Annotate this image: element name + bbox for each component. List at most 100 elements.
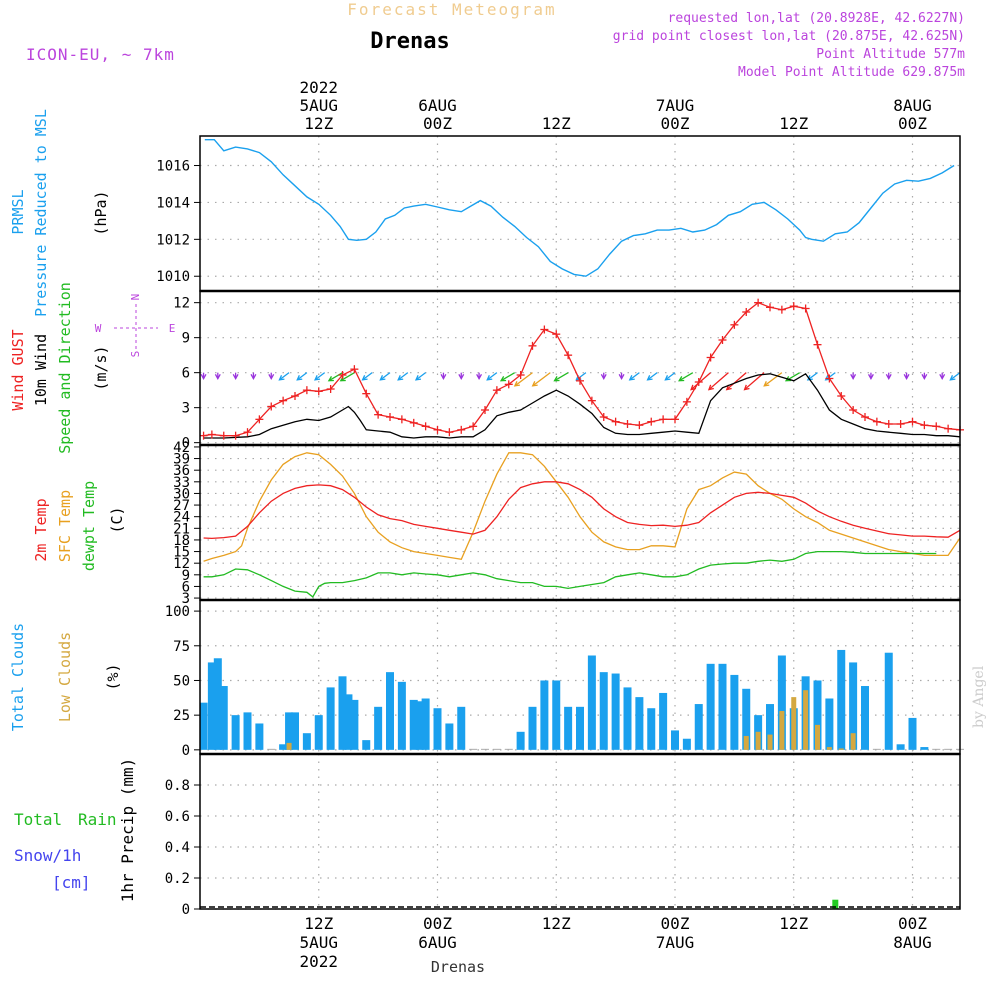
wind-arrow-head (379, 375, 386, 381)
wind-gust-marker (552, 330, 561, 339)
wind-arrow-shaft (647, 372, 658, 381)
wind-gust-marker (528, 341, 537, 350)
low-cloud-bar (815, 724, 820, 750)
wind-arrow (664, 372, 676, 381)
total-cloud-bar (457, 706, 466, 750)
temperature-ytick-label: 12 (173, 556, 190, 572)
wind-gust-marker (219, 431, 228, 440)
temperature-ytick-label: 18 (173, 533, 190, 549)
total-cloud-bar (623, 687, 632, 750)
time-tick-top-label: 8AUG (893, 96, 932, 115)
precip-label-snow: Snow/1h (14, 846, 81, 865)
low-cloud-bar (779, 710, 785, 750)
wind-arrow-head (553, 376, 560, 382)
wind-arrow (678, 372, 694, 382)
wind-arrow-head (327, 376, 334, 382)
clouds-ytick-label: 50 (173, 673, 190, 689)
low-cloud-bar (755, 731, 761, 750)
pressure-unit-label: (hPa) (92, 190, 110, 235)
precip-ytick-label: 0 (182, 902, 190, 918)
wind-gust-marker (599, 413, 608, 421)
wind-gust-marker (255, 415, 264, 424)
wind-arrow-shaft (708, 372, 729, 391)
chart-title: Forecast Meteogram (347, 0, 556, 19)
wind-gust-marker (540, 325, 549, 334)
wind-gust-marker (199, 431, 208, 440)
wind-arrow (513, 372, 533, 387)
precip-label-total: Total (14, 810, 62, 829)
total-cloud-bar (813, 680, 822, 750)
total-cloud-bar (766, 704, 774, 750)
point-altitude: Point Altitude 577m (816, 47, 965, 62)
temperature-ytick-label: 27 (173, 498, 190, 514)
temperature-ytick-label: 21 (173, 521, 190, 537)
total-cloud-bar (362, 740, 371, 750)
total-cloud-bar (386, 672, 394, 750)
wind-gust-marker (445, 428, 454, 437)
total-cloud-bar (611, 673, 620, 750)
total-cloud-bar (291, 712, 299, 750)
wind-arrow-head (600, 373, 607, 381)
wind-arrow-shaft (665, 372, 676, 381)
wind-gust-marker (694, 378, 703, 386)
compass-n: N (129, 294, 142, 301)
total-cloud-bar (944, 748, 953, 750)
time-tick-top-label: 12Z (542, 114, 571, 133)
wind-arrow (397, 372, 409, 381)
wind-arrow (618, 372, 625, 381)
wind-arrow (628, 372, 640, 381)
total-cloud-bar (469, 748, 478, 750)
total-cloud-bar (884, 652, 893, 750)
total-cloud-bar (564, 706, 573, 750)
model-point-altitude: Model Point Altitude 629.875m (738, 65, 965, 80)
time-tick-bottom-label: 00Z (661, 914, 690, 933)
total-cloud-bar (932, 748, 941, 750)
time-tick-bottom-label: 5AUG (299, 933, 338, 952)
wind-arrow-head (499, 376, 507, 382)
total-cloud-bar (433, 708, 442, 750)
wind-arrow-head (531, 381, 538, 387)
wind-arrow-head (725, 384, 732, 391)
wind-label-direction: Speed and Direction (56, 282, 74, 454)
wind-arrow-head (707, 384, 714, 391)
pressure-frame (199, 135, 961, 292)
wind-arrow-head (361, 375, 368, 381)
wind-arrow-shaft (629, 372, 640, 381)
wind-arrow (232, 372, 239, 381)
time-tick-bottom-label: 12Z (304, 914, 333, 933)
requested-point: requested lon,lat (20.8928E, 42.6227N) (668, 11, 965, 26)
precip-ytick-label: 0.2 (165, 871, 190, 887)
total-cloud-bar (742, 688, 751, 750)
wind-arrow-shaft (486, 372, 498, 381)
low-cloud-bar (803, 690, 809, 750)
wind-gust-marker (279, 396, 288, 405)
total-cloud-bar (635, 697, 644, 750)
wind-arrow-head (414, 375, 422, 381)
wind-arrow-shaft (690, 372, 712, 391)
wind-gust-marker (291, 392, 299, 400)
total-cloud-bar (682, 738, 691, 750)
total-cloud-bar (492, 748, 501, 750)
total-cloud-bar (587, 655, 596, 750)
wind-arrow-shaft (279, 372, 290, 381)
wind-arrow-head (268, 373, 275, 381)
wind-arrow-shaft (763, 372, 783, 387)
total-cloud-bar (231, 715, 240, 750)
wind-arrow (921, 372, 928, 381)
frame-layer (199, 135, 961, 910)
time-tick-bottom-label: 00Z (423, 914, 452, 933)
clouds-ytick-label: 100 (165, 604, 190, 620)
model-label: ICON-EU, ~ 7km (26, 45, 175, 64)
total-cloud-bar (219, 686, 228, 750)
compass-s: S (129, 351, 142, 358)
wind-arrow (476, 372, 483, 381)
wind-arrow (314, 372, 326, 381)
total-cloud-bar (599, 672, 608, 750)
axis-layer: 1010101210141016036912369121518212427303… (156, 159, 200, 918)
wind-ytick-label: 0 (182, 436, 190, 452)
wind-arrow (949, 372, 961, 381)
credit: by Angel (971, 665, 987, 728)
wind-gust-marker (932, 422, 941, 431)
wind-arrow (531, 372, 551, 387)
